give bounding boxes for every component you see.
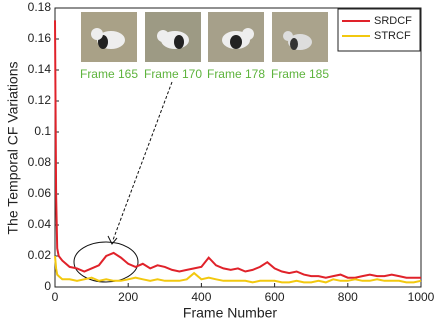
y-axis-label: The Temporal CF Variations bbox=[5, 62, 21, 235]
frame-caption: Frame 185 bbox=[271, 67, 329, 81]
series-line bbox=[54, 20, 421, 279]
highlight-ellipse bbox=[73, 241, 139, 283]
x-tick-label: 400 bbox=[191, 290, 211, 304]
legend-label: SRDCF bbox=[374, 15, 412, 27]
x-tick-label: 800 bbox=[338, 290, 358, 304]
y-tick-label: 0.18 bbox=[28, 0, 52, 14]
arrow-head bbox=[107, 235, 118, 245]
x-tick-label: 600 bbox=[265, 290, 285, 304]
legend-box bbox=[337, 8, 421, 52]
y-tick-label: 0.12 bbox=[28, 93, 52, 107]
y-tick-label: 0.1 bbox=[34, 124, 51, 138]
y-tick-label: 0.14 bbox=[28, 62, 52, 76]
y-tick-label: 0 bbox=[44, 279, 51, 293]
series-line bbox=[54, 255, 422, 284]
x-tick-label: 1000 bbox=[408, 290, 435, 304]
legend-label: STRCF bbox=[374, 30, 411, 42]
frame-caption: Frame 170 bbox=[144, 67, 202, 81]
y-tick-label: 0.02 bbox=[28, 248, 52, 262]
y-tick-label: 0.04 bbox=[28, 217, 52, 231]
frame-caption: Frame 165 bbox=[80, 67, 138, 81]
y-tick-label: 0.16 bbox=[28, 31, 52, 45]
y-tick-label: 0.06 bbox=[28, 186, 52, 200]
frame-caption: Frame 178 bbox=[207, 67, 265, 81]
thumbnails bbox=[81, 12, 328, 62]
x-tick-label: 0 bbox=[52, 290, 59, 304]
x-tick-label: 200 bbox=[118, 290, 138, 304]
arrow bbox=[112, 81, 173, 241]
y-tick-label: 0.08 bbox=[28, 155, 52, 169]
x-axis-label: Frame Number bbox=[183, 305, 277, 321]
